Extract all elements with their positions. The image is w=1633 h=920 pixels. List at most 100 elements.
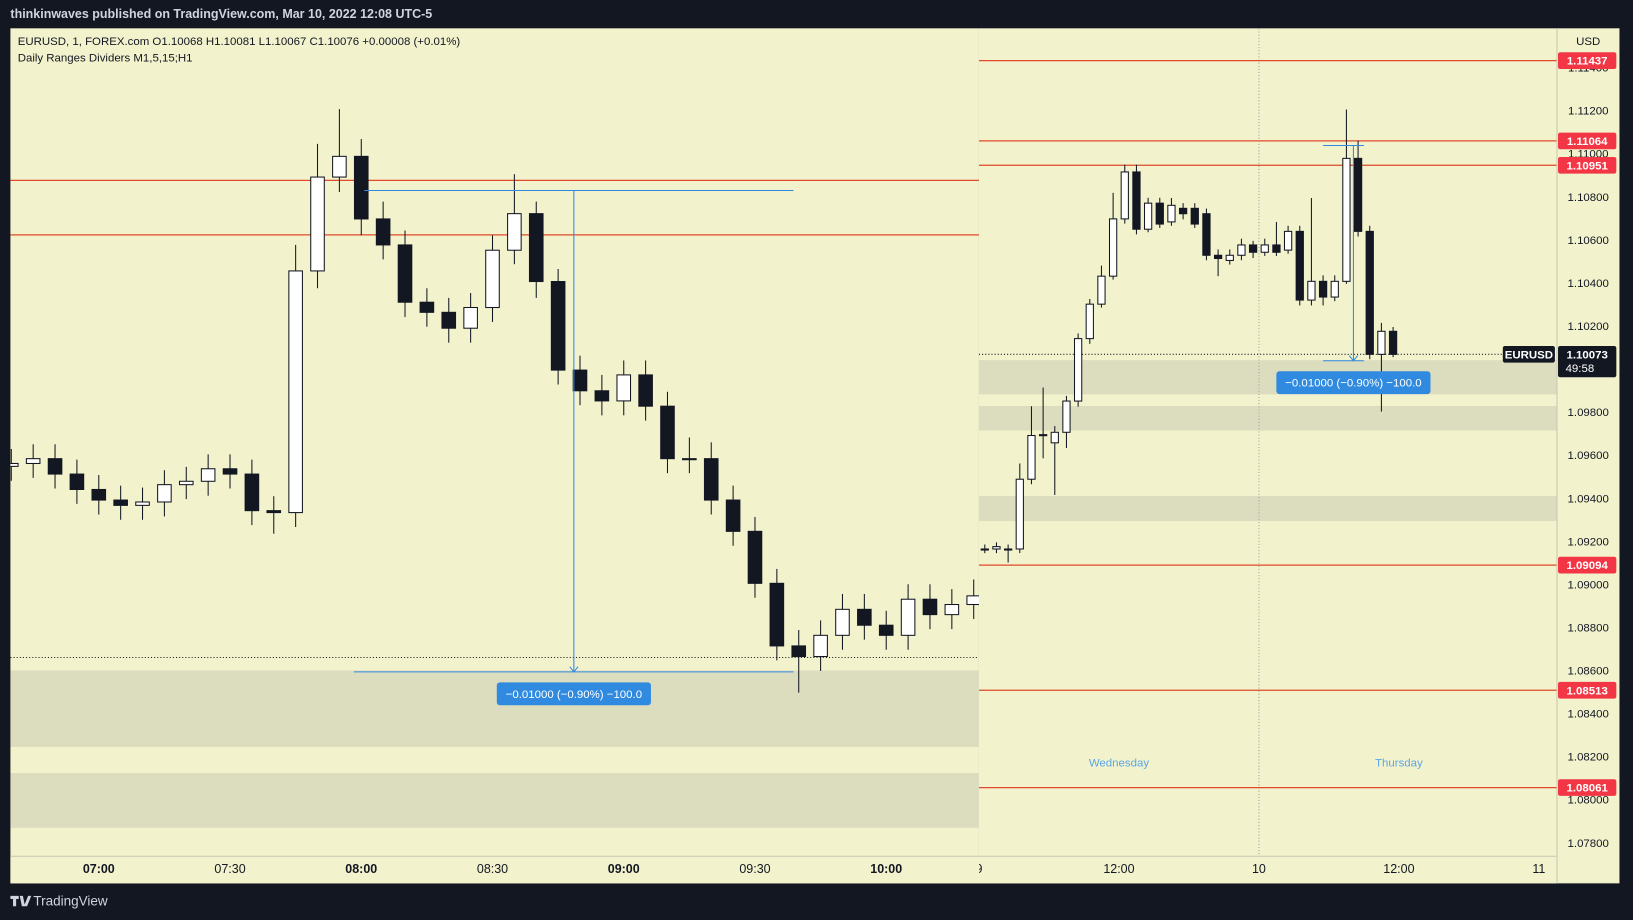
measure-label-box — [496, 682, 651, 706]
y-tick-label: 1.10600 — [1568, 235, 1609, 247]
candle-body — [769, 582, 785, 647]
candle-body — [550, 280, 566, 371]
candle-body — [813, 634, 828, 658]
level-label-box — [1558, 52, 1617, 69]
candle-body — [1342, 157, 1351, 282]
level-label: 1.08061 — [1567, 783, 1609, 795]
candle-body — [397, 244, 413, 303]
candle-body — [1248, 244, 1258, 253]
plot-background — [978, 28, 1620, 884]
countdown-label: 49:58 — [1566, 363, 1595, 375]
candle-body — [1283, 230, 1293, 251]
level-label: 1.08513 — [1567, 685, 1608, 697]
candle-body — [966, 595, 979, 606]
candle-body — [1388, 330, 1398, 355]
candle-body — [1167, 204, 1176, 223]
time-axis — [978, 856, 1557, 884]
candle-body — [747, 530, 763, 584]
level-label-box — [1558, 556, 1617, 574]
candle-body — [1038, 434, 1048, 437]
plot-background — [10, 28, 979, 884]
candle-body — [463, 306, 478, 329]
candle-body — [980, 548, 989, 551]
candle-body — [1272, 244, 1281, 253]
candle-body — [1132, 171, 1141, 230]
candle-body — [1143, 202, 1153, 230]
measure-arrowhead — [1348, 355, 1358, 362]
charts: −0.01000 (−0.90%) −100.0 Wednesday Thursda… — [10, 28, 1620, 884]
candle-body — [992, 546, 1001, 550]
candle-body — [791, 645, 807, 658]
candle-body — [332, 155, 347, 178]
y-tick-label: 1.08400 — [1568, 709, 1609, 721]
candle-body — [1062, 400, 1071, 433]
candle-body — [878, 624, 894, 636]
last-price-box — [1558, 346, 1617, 378]
candle-body — [1295, 230, 1304, 301]
candle-body — [266, 510, 282, 514]
candle-body — [419, 301, 435, 313]
candle-body — [1155, 202, 1164, 225]
level-label: 1.10951 — [1567, 160, 1609, 172]
x-tick-label: 07:30 — [214, 862, 245, 876]
candle-body — [353, 155, 369, 220]
chart-panel: −0.01000 (−0.90%) −100.0 Wednesday Thursda… — [975, 28, 1620, 884]
candle-body — [1225, 254, 1234, 261]
candle-body — [1237, 244, 1246, 256]
y-tick-label: 1.09600 — [1568, 450, 1609, 462]
candle-body — [1318, 280, 1328, 298]
y-tick-label: 1.08800 — [1568, 622, 1609, 634]
measure-arrowhead — [569, 666, 579, 673]
x-tick-label: 9 — [975, 862, 982, 876]
candle-body — [47, 458, 63, 475]
y-tick-label: 1.09400 — [1568, 493, 1609, 505]
y-tick-label: 1.08600 — [1568, 666, 1609, 678]
plot-area — [978, 28, 1557, 857]
candle-body — [91, 488, 107, 501]
zone — [10, 772, 979, 828]
candle-body — [10, 462, 19, 467]
chart-panel: −0.01000 (−0.90%) −100.0 EURUSD, 1, FOREX… — [10, 28, 979, 884]
candle-body — [1015, 478, 1024, 550]
candle-body — [375, 218, 391, 246]
candle-body — [1027, 434, 1036, 480]
x-tick-label: 10 — [1252, 862, 1266, 876]
candle-body — [1108, 218, 1118, 277]
candle-body — [1120, 171, 1129, 220]
y-tick-label: 1.09200 — [1568, 536, 1609, 548]
candle-body — [682, 458, 697, 461]
candle-body — [244, 473, 260, 512]
level-label-box — [1558, 681, 1617, 699]
y-tick-label: 1.08000 — [1568, 795, 1609, 807]
zone — [10, 670, 979, 748]
candle-body — [485, 249, 500, 309]
candle-body — [528, 213, 544, 283]
candle-body — [222, 468, 238, 475]
symbol-label: EURUSD — [1505, 349, 1553, 361]
candle-body — [1365, 230, 1374, 355]
candle-body — [900, 598, 916, 636]
legend-line: EURUSD, 1, FOREX.com O1.10068 H1.10081 L… — [18, 36, 461, 48]
candle-body — [944, 603, 960, 616]
candle-body — [288, 270, 303, 514]
candle-body — [725, 499, 741, 532]
y-tick-label: 1.10400 — [1568, 278, 1609, 290]
footer-logo — [10, 895, 32, 907]
candle-body — [1097, 275, 1106, 305]
x-tick-label: 09:30 — [739, 862, 770, 876]
x-tick-label: 12:00 — [1383, 862, 1414, 876]
plot-area — [10, 109, 979, 828]
candle-body — [1260, 244, 1269, 253]
y-tick-label: 1.08200 — [1568, 752, 1609, 764]
y-tick-label: 1.07800 — [1568, 838, 1609, 850]
candle-body — [310, 176, 325, 272]
candle-body — [616, 374, 632, 402]
day-label: Thursday — [1375, 758, 1423, 770]
candle-body — [1178, 207, 1188, 215]
measure-label-box — [1276, 371, 1431, 395]
day-label: Wednesday — [1089, 758, 1149, 770]
candle-body — [1353, 157, 1363, 232]
candle-body — [113, 499, 128, 506]
level-label: 1.09094 — [1567, 560, 1609, 572]
x-tick-label: 07:00 — [83, 862, 115, 876]
